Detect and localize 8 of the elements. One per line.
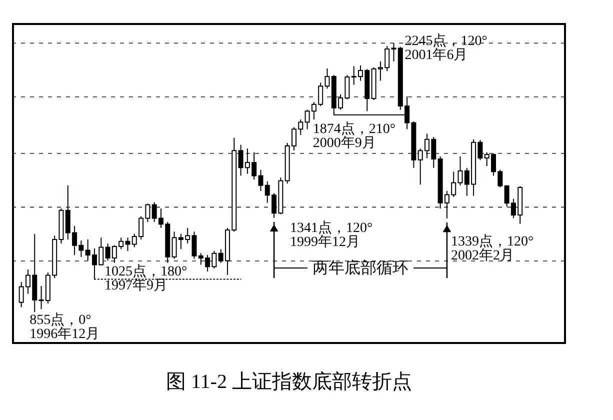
annotation: 1339点，120° 2002年2月 [450, 233, 534, 264]
text: 855点，0° 1996年12月 [30, 312, 100, 342]
annotation: 两年底部循环 [312, 259, 408, 277]
annotation: 1025点，180° 1997年9月 [104, 263, 188, 294]
text: 图 11-2 上证指数底部转折点 [166, 371, 412, 393]
annotation: 1341点，120° 1999年12月 [290, 220, 373, 250]
annotation: 1874点，210° 2000年9月 [312, 120, 396, 151]
annotation: 2245点，120° 2001年6月 [404, 33, 488, 64]
